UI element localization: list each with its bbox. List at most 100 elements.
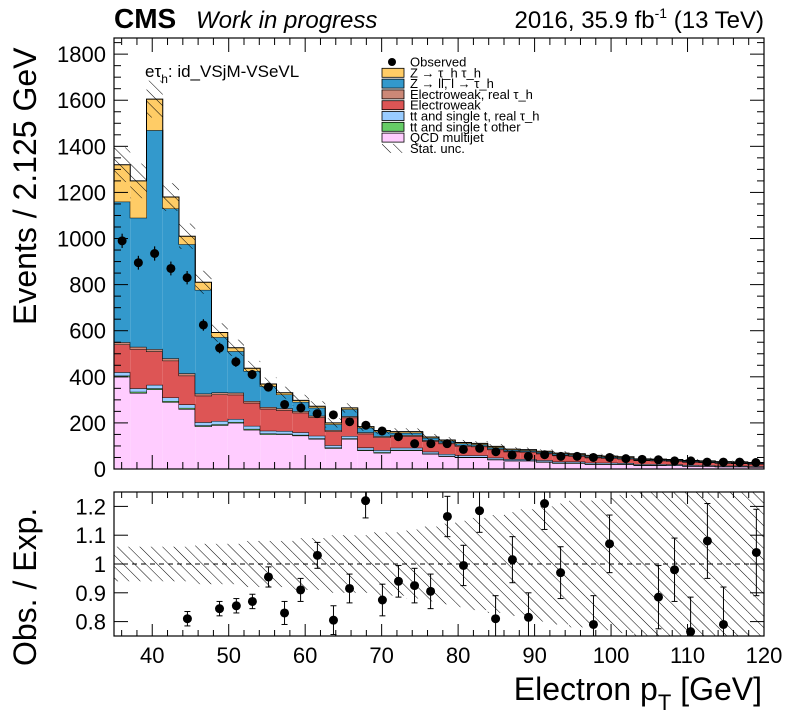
stack-bar: [455, 457, 472, 469]
obs-point: [572, 451, 582, 461]
legend-label: Electroweak, real τ_h: [410, 87, 533, 102]
ratio-band-bin: [471, 517, 488, 611]
obs-point: [426, 439, 436, 449]
stack-bar: [146, 384, 163, 389]
obs-point: [491, 447, 501, 457]
ratio-point: [686, 627, 696, 637]
stack-bar: [439, 454, 456, 456]
stack-bar: [244, 401, 261, 403]
stack-bar: [422, 454, 439, 469]
stack-bar: [471, 457, 488, 469]
stack-bar: [374, 437, 391, 451]
stack-bar: [195, 395, 212, 423]
unc-bar: [195, 270, 212, 294]
stack-bar: [227, 394, 244, 419]
legend-label: Stat. unc.: [410, 141, 465, 156]
stack-bar: [114, 344, 131, 373]
obs-point: [621, 454, 631, 464]
y-axis-label-ratio: Obs. / Exp.: [7, 508, 43, 666]
stack-bar: [292, 412, 309, 433]
unc-bar: [341, 403, 358, 413]
x-tick-label: 120: [746, 643, 783, 668]
ratio-y-tick-label: 1.2: [75, 494, 106, 519]
obs-point: [182, 273, 192, 283]
stack-bar: [130, 346, 147, 350]
stack-bar: [374, 450, 391, 453]
stack-bar: [195, 426, 212, 469]
stack-bar: [455, 455, 472, 458]
stack-bar: [682, 466, 699, 469]
stack-bar: [244, 429, 261, 469]
ratio-point: [263, 572, 273, 582]
ratio-point: [588, 619, 598, 629]
stack-bar: [292, 432, 309, 435]
stack-bar: [244, 402, 261, 426]
obs-point: [751, 458, 761, 468]
legend-label: Z → ll, l → τ_h: [410, 76, 494, 91]
stack-bar: [195, 422, 212, 426]
obs-point: [117, 236, 127, 246]
stack-bar: [179, 407, 196, 410]
ratio-band-bin: [357, 535, 374, 593]
ratio-point: [215, 604, 225, 614]
ratio-point: [718, 619, 728, 629]
stack-bar: [130, 392, 147, 469]
stack-bar: [731, 466, 748, 469]
stack-bar: [341, 439, 358, 469]
ratio-point: [491, 614, 501, 624]
stack-bar: [520, 460, 537, 469]
stack-bar: [162, 397, 179, 402]
x-tick-label: 90: [522, 643, 546, 668]
stack-bar: [114, 342, 131, 345]
legend-label: tt and single t other: [410, 119, 521, 134]
obs-point: [702, 457, 712, 467]
stack-bar: [357, 433, 374, 448]
unc-bar: [130, 163, 147, 199]
unc-bar: [471, 441, 488, 446]
y-tick-label: 800: [69, 273, 106, 298]
stack-bar: [357, 447, 374, 450]
ratio-point: [507, 555, 517, 565]
legend-label: Electroweak: [410, 98, 481, 113]
obs-point: [377, 426, 387, 436]
obs-point: [523, 451, 533, 461]
stack-bar: [276, 430, 293, 434]
stack-bar: [211, 392, 228, 395]
stack-bar: [439, 456, 456, 469]
x-tick-label: 70: [369, 643, 393, 668]
stack-bar: [292, 435, 309, 469]
ratio-point: [751, 547, 761, 557]
unc-bar: [455, 439, 472, 446]
stack-bar: [179, 409, 196, 469]
ratio-band-bin: [276, 540, 293, 588]
stack-bar: [390, 447, 407, 450]
ratio-band-bin: [195, 543, 212, 585]
unc-bar: [292, 394, 309, 406]
obs-point: [150, 249, 160, 258]
stack-bar: [309, 435, 326, 439]
obs-point: [507, 450, 517, 460]
x-tick-label: 60: [293, 643, 317, 668]
x-tick-label: 80: [446, 643, 470, 668]
unc-bar: [162, 183, 179, 211]
stack-bar: [260, 386, 277, 408]
stack-bar: [162, 401, 179, 403]
unc-bar: [520, 447, 537, 452]
legend-label: Observed: [410, 55, 466, 70]
x-tick-label: 40: [140, 643, 164, 668]
ratio-points: [182, 491, 761, 637]
unc-bar: [179, 223, 196, 249]
stack-bar: [552, 463, 569, 469]
stack-bar: [374, 436, 391, 438]
stack-bar: [569, 461, 586, 463]
ratio-band-bin: [130, 546, 147, 582]
obs-point: [735, 457, 745, 467]
stack-bar: [260, 434, 277, 469]
obs-point: [588, 452, 598, 462]
stack-bar: [195, 393, 212, 396]
y-tick-label: 600: [69, 319, 106, 344]
ratio-point: [702, 536, 712, 546]
stack-bar: [114, 201, 131, 343]
unc-bar: [422, 433, 439, 440]
unc-bar: [325, 418, 342, 428]
